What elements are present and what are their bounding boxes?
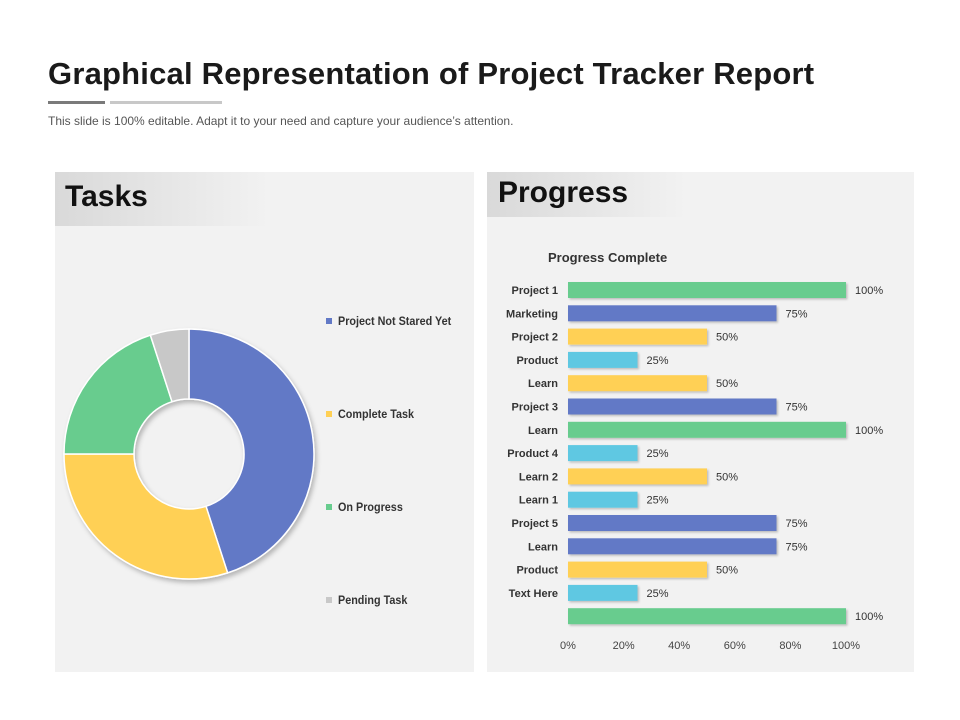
category-label: Product <box>516 355 558 367</box>
value-label: 100% <box>855 611 883 623</box>
category-label: Project 3 <box>512 402 558 414</box>
legend-label: Project Not Stared Yet <box>338 314 452 328</box>
chart-title: Progress Complete <box>548 250 667 265</box>
title-underline-light <box>110 101 222 104</box>
category-label: Learn 2 <box>519 471 558 483</box>
bar <box>568 538 777 555</box>
category-label: Project 1 <box>512 285 558 297</box>
legend-swatch <box>326 597 332 603</box>
value-label: 50% <box>716 332 738 344</box>
donut-slice-2 <box>63 453 229 580</box>
tasks-panel-header <box>55 172 270 226</box>
legend-swatch <box>326 411 332 417</box>
bar <box>568 351 638 368</box>
value-label: 25% <box>647 588 669 600</box>
x-tick-label: 40% <box>668 640 690 652</box>
donut-slice-1 <box>188 328 315 574</box>
x-tick-label: 20% <box>613 640 635 652</box>
bar <box>568 445 638 462</box>
value-label: 50% <box>716 378 738 390</box>
value-label: 50% <box>716 471 738 483</box>
bar <box>568 328 707 345</box>
bar <box>568 375 707 392</box>
category-label: Marketing <box>506 308 558 320</box>
value-label: 25% <box>647 355 669 367</box>
donut-slice-4 <box>149 328 190 403</box>
category-label: Learn 1 <box>519 495 558 507</box>
x-tick-label: 60% <box>724 640 746 652</box>
progress-panel-header <box>487 172 687 217</box>
bar <box>568 421 846 438</box>
slide-subtitle: This slide is 100% editable. Adapt it to… <box>48 114 514 128</box>
legend-label: Complete Task <box>338 407 415 421</box>
progress-heading: Progress <box>498 176 629 209</box>
bar <box>568 398 777 415</box>
legend-swatch <box>326 318 332 324</box>
value-label: 75% <box>786 402 808 414</box>
donut-slice-3 <box>63 334 173 455</box>
value-label: 25% <box>647 495 669 507</box>
legend-swatch <box>326 504 332 510</box>
category-label: Learn <box>528 541 558 553</box>
bar <box>568 608 846 625</box>
progress-panel: Progress Progress Complete Project 1 100% M… <box>487 172 914 672</box>
bar <box>568 584 638 601</box>
category-label: Project 5 <box>512 518 558 530</box>
category-label: Learn <box>528 425 558 437</box>
category-label: Text Here <box>509 588 558 600</box>
bar-chart: Progress Complete Project 1 100% Marketing 7… <box>506 250 883 652</box>
bar <box>568 468 707 485</box>
value-label: 25% <box>647 448 669 460</box>
bar <box>568 282 846 298</box>
x-tick-label: 0% <box>560 640 576 652</box>
bar <box>568 515 777 531</box>
value-label: 100% <box>855 285 883 297</box>
value-label: 75% <box>786 308 808 320</box>
legend-label: Pending Task <box>338 593 408 607</box>
category-label: Learn <box>528 378 558 390</box>
bar <box>568 305 777 322</box>
title-underline-dark <box>48 101 105 104</box>
tasks-panel: Tasks Project Not Stared Yet Complete Tas… <box>55 172 474 672</box>
value-label: 100% <box>855 425 883 437</box>
legend-label: On Progress <box>338 500 403 514</box>
category-label: Product <box>516 565 558 577</box>
donut-chart <box>63 328 315 580</box>
x-tick-label: 80% <box>779 640 801 652</box>
tasks-heading: Tasks <box>65 180 148 213</box>
value-label: 50% <box>716 565 738 577</box>
category-label: Project 2 <box>512 332 558 344</box>
category-label: Product 4 <box>507 448 559 460</box>
value-label: 75% <box>786 518 808 530</box>
bar <box>568 491 638 508</box>
slide-title: Graphical Representation of Project Trac… <box>48 56 815 91</box>
value-label: 75% <box>786 541 808 553</box>
x-tick-label: 100% <box>832 640 860 652</box>
bar <box>568 561 707 578</box>
